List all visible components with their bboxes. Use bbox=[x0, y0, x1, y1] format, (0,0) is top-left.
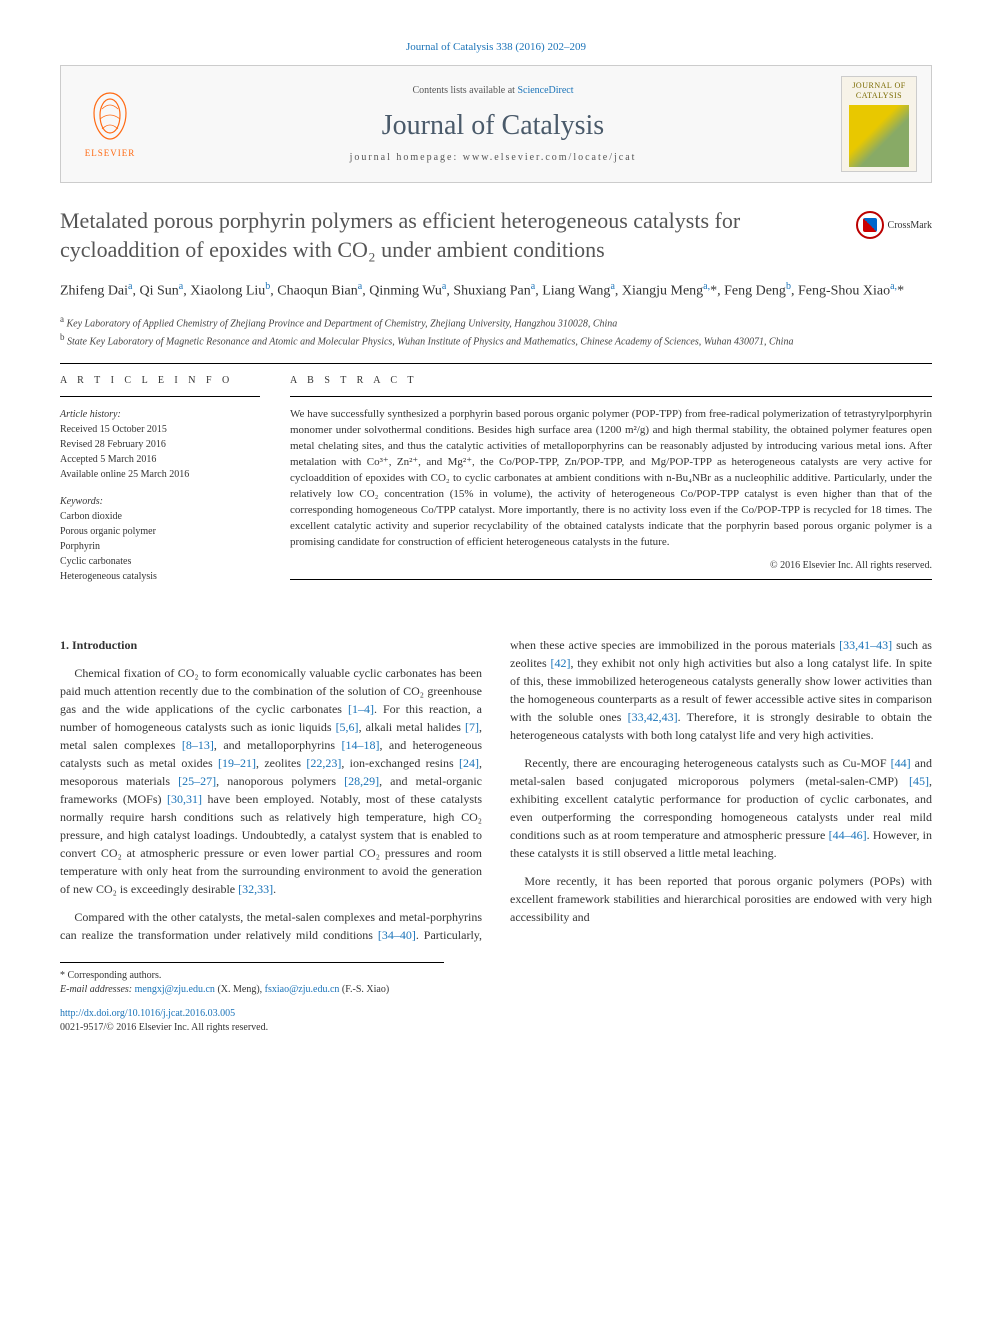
abstract-copyright: © 2016 Elsevier Inc. All rights reserved… bbox=[290, 559, 932, 573]
journal-homepage: journal homepage: www.elsevier.com/locat… bbox=[145, 151, 841, 165]
article-info-heading: A R T I C L E I N F O bbox=[60, 374, 260, 388]
article-body: 1. Introduction Chemical fixation of CO₂… bbox=[60, 636, 932, 944]
homepage-url[interactable]: www.elsevier.com/locate/jcat bbox=[463, 152, 637, 163]
article-history: Article history: Received 15 October 201… bbox=[60, 407, 260, 482]
corresponding-footnote: * Corresponding authors. E-mail addresse… bbox=[60, 962, 444, 997]
sciencedirect-link[interactable]: ScienceDirect bbox=[517, 85, 573, 96]
doi-link[interactable]: http://dx.doi.org/10.1016/j.jcat.2016.03… bbox=[60, 1008, 235, 1019]
intro-heading: 1. Introduction bbox=[60, 636, 482, 654]
journal-cover: JOURNAL OF CATALYSIS bbox=[841, 76, 917, 172]
journal-name: Journal of Catalysis bbox=[145, 106, 841, 145]
crossmark-icon bbox=[856, 211, 884, 239]
intro-para-3: Recently, there are encouraging heteroge… bbox=[510, 754, 932, 862]
affiliations: a Key Laboratory of Applied Chemistry of… bbox=[60, 313, 932, 350]
footer-info: http://dx.doi.org/10.1016/j.jcat.2016.03… bbox=[60, 1007, 932, 1035]
keywords-block: Keywords: Carbon dioxidePorous organic p… bbox=[60, 494, 260, 584]
intro-para-4: More recently, it has been reported that… bbox=[510, 872, 932, 926]
elsevier-logo: ELSEVIER bbox=[75, 84, 145, 164]
crossmark-badge[interactable]: CrossMark bbox=[856, 211, 932, 239]
contents-available: Contents lists available at ScienceDirec… bbox=[145, 84, 841, 98]
abstract-heading: A B S T R A C T bbox=[290, 374, 932, 388]
elsevier-name: ELSEVIER bbox=[85, 147, 136, 160]
authors-list: Zhifeng Daia, Qi Suna, Xiaolong Liub, Ch… bbox=[60, 279, 932, 303]
abstract-text: We have successfully synthesized a porph… bbox=[290, 407, 932, 550]
article-title: Metalated porous porphyrin polymers as e… bbox=[60, 207, 932, 264]
journal-header: ELSEVIER Contents lists available at Sci… bbox=[60, 65, 932, 183]
intro-para-1: Chemical fixation of CO₂ to form economi… bbox=[60, 664, 482, 898]
top-citation: Journal of Catalysis 338 (2016) 202–209 bbox=[60, 40, 932, 55]
